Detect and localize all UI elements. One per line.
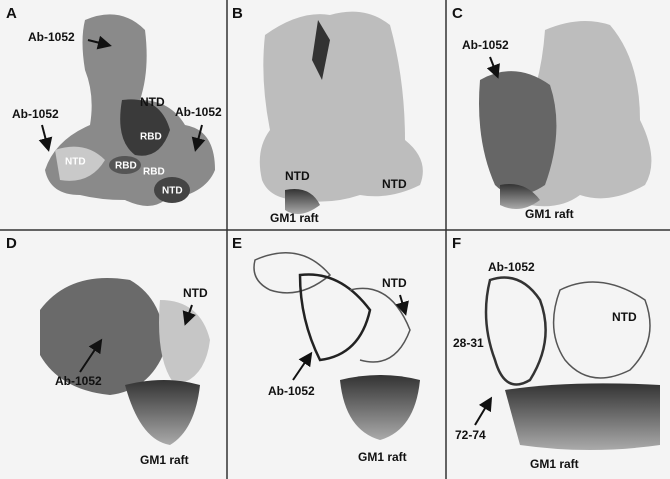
label: NTD — [612, 310, 637, 324]
label: NTD — [140, 95, 165, 109]
label: GM1 raft — [525, 207, 574, 221]
label: RBD — [143, 167, 165, 178]
label: 72-74 — [455, 428, 486, 442]
label: RBD — [115, 161, 137, 172]
label: GM1 raft — [530, 457, 579, 471]
label: NTD — [382, 276, 407, 290]
label: NTD — [285, 169, 310, 183]
label: Ab-1052 — [268, 384, 315, 398]
panel-letter: C — [452, 5, 463, 22]
panel-letter: A — [6, 5, 17, 22]
panel-letter: B — [232, 5, 243, 22]
panel-letter: D — [6, 235, 17, 252]
label: GM1 raft — [270, 211, 319, 225]
panel-letter: E — [232, 235, 242, 252]
label: NTD — [183, 286, 208, 300]
label: GM1 raft — [140, 453, 189, 467]
label: Ab-1052 — [175, 105, 222, 119]
label: NTD — [162, 186, 183, 197]
label: Ab-1052 — [55, 374, 102, 388]
label: Ab-1052 — [28, 30, 75, 44]
label: Ab-1052 — [12, 107, 59, 121]
panel-letter: F — [452, 235, 461, 252]
label: NTD — [382, 177, 407, 191]
label: 28-31 — [453, 336, 484, 350]
label: Ab-1052 — [488, 260, 535, 274]
label: GM1 raft — [358, 450, 407, 464]
figure: A B C D E F Ab-1052 NTD Ab-1052 Ab-1052 … — [0, 0, 670, 479]
label: Ab-1052 — [462, 38, 509, 52]
label: NTD — [65, 157, 86, 168]
label: RBD — [140, 132, 162, 143]
